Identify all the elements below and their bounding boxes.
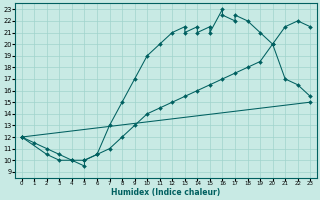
X-axis label: Humidex (Indice chaleur): Humidex (Indice chaleur): [111, 188, 220, 197]
